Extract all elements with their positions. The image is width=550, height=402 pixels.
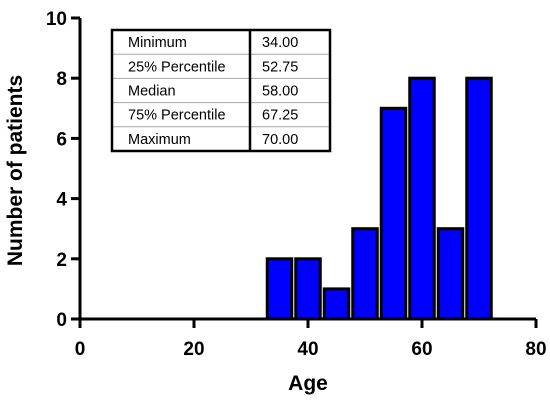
stats-label: Median xyxy=(128,84,176,100)
x-ticks-group: 0 20 40 60 80 xyxy=(75,319,547,360)
stats-label: 75% Percentile xyxy=(128,108,226,124)
histogram-bar xyxy=(351,227,379,321)
histogram-bar xyxy=(436,227,465,321)
stats-value: 70.00 xyxy=(262,132,298,148)
histogram-bar xyxy=(265,257,294,321)
stats-value: 52.75 xyxy=(262,59,298,75)
bars-group xyxy=(265,76,493,321)
y-tick-label: 10 xyxy=(46,9,67,30)
histogram-bar xyxy=(379,106,408,321)
histogram-bar xyxy=(294,257,322,321)
stats-value: 58.00 xyxy=(262,84,298,100)
x-tick-label: 80 xyxy=(525,339,546,360)
y-axis-title: Number of patients xyxy=(4,75,27,266)
y-tick-label: 6 xyxy=(56,129,67,150)
stats-value: 34.00 xyxy=(262,35,298,51)
x-tick-label: 20 xyxy=(183,339,204,360)
y-ticks-group: 0 2 4 6 8 10 xyxy=(46,9,80,331)
histogram-bar xyxy=(465,76,493,321)
histogram-bar xyxy=(322,287,351,321)
stats-label: 25% Percentile xyxy=(128,59,226,75)
stats-table-border xyxy=(110,28,332,153)
stats-table: Minimum 34.00 25% Percentile 52.75 Median 58.… xyxy=(110,28,332,153)
stats-label: Maximum xyxy=(128,132,191,148)
y-tick-label: 0 xyxy=(56,310,67,331)
x-tick-label: 40 xyxy=(297,339,318,360)
y-tick-label: 2 xyxy=(56,250,67,271)
x-axis-title: Age xyxy=(288,372,328,395)
x-tick-label: 0 xyxy=(75,339,86,360)
y-tick-label: 8 xyxy=(56,69,67,90)
stats-label: Minimum xyxy=(128,35,187,51)
x-tick-label: 60 xyxy=(411,339,432,360)
histogram-bar xyxy=(408,76,436,321)
stats-value: 67.25 xyxy=(262,108,298,124)
y-tick-label: 4 xyxy=(56,190,67,211)
